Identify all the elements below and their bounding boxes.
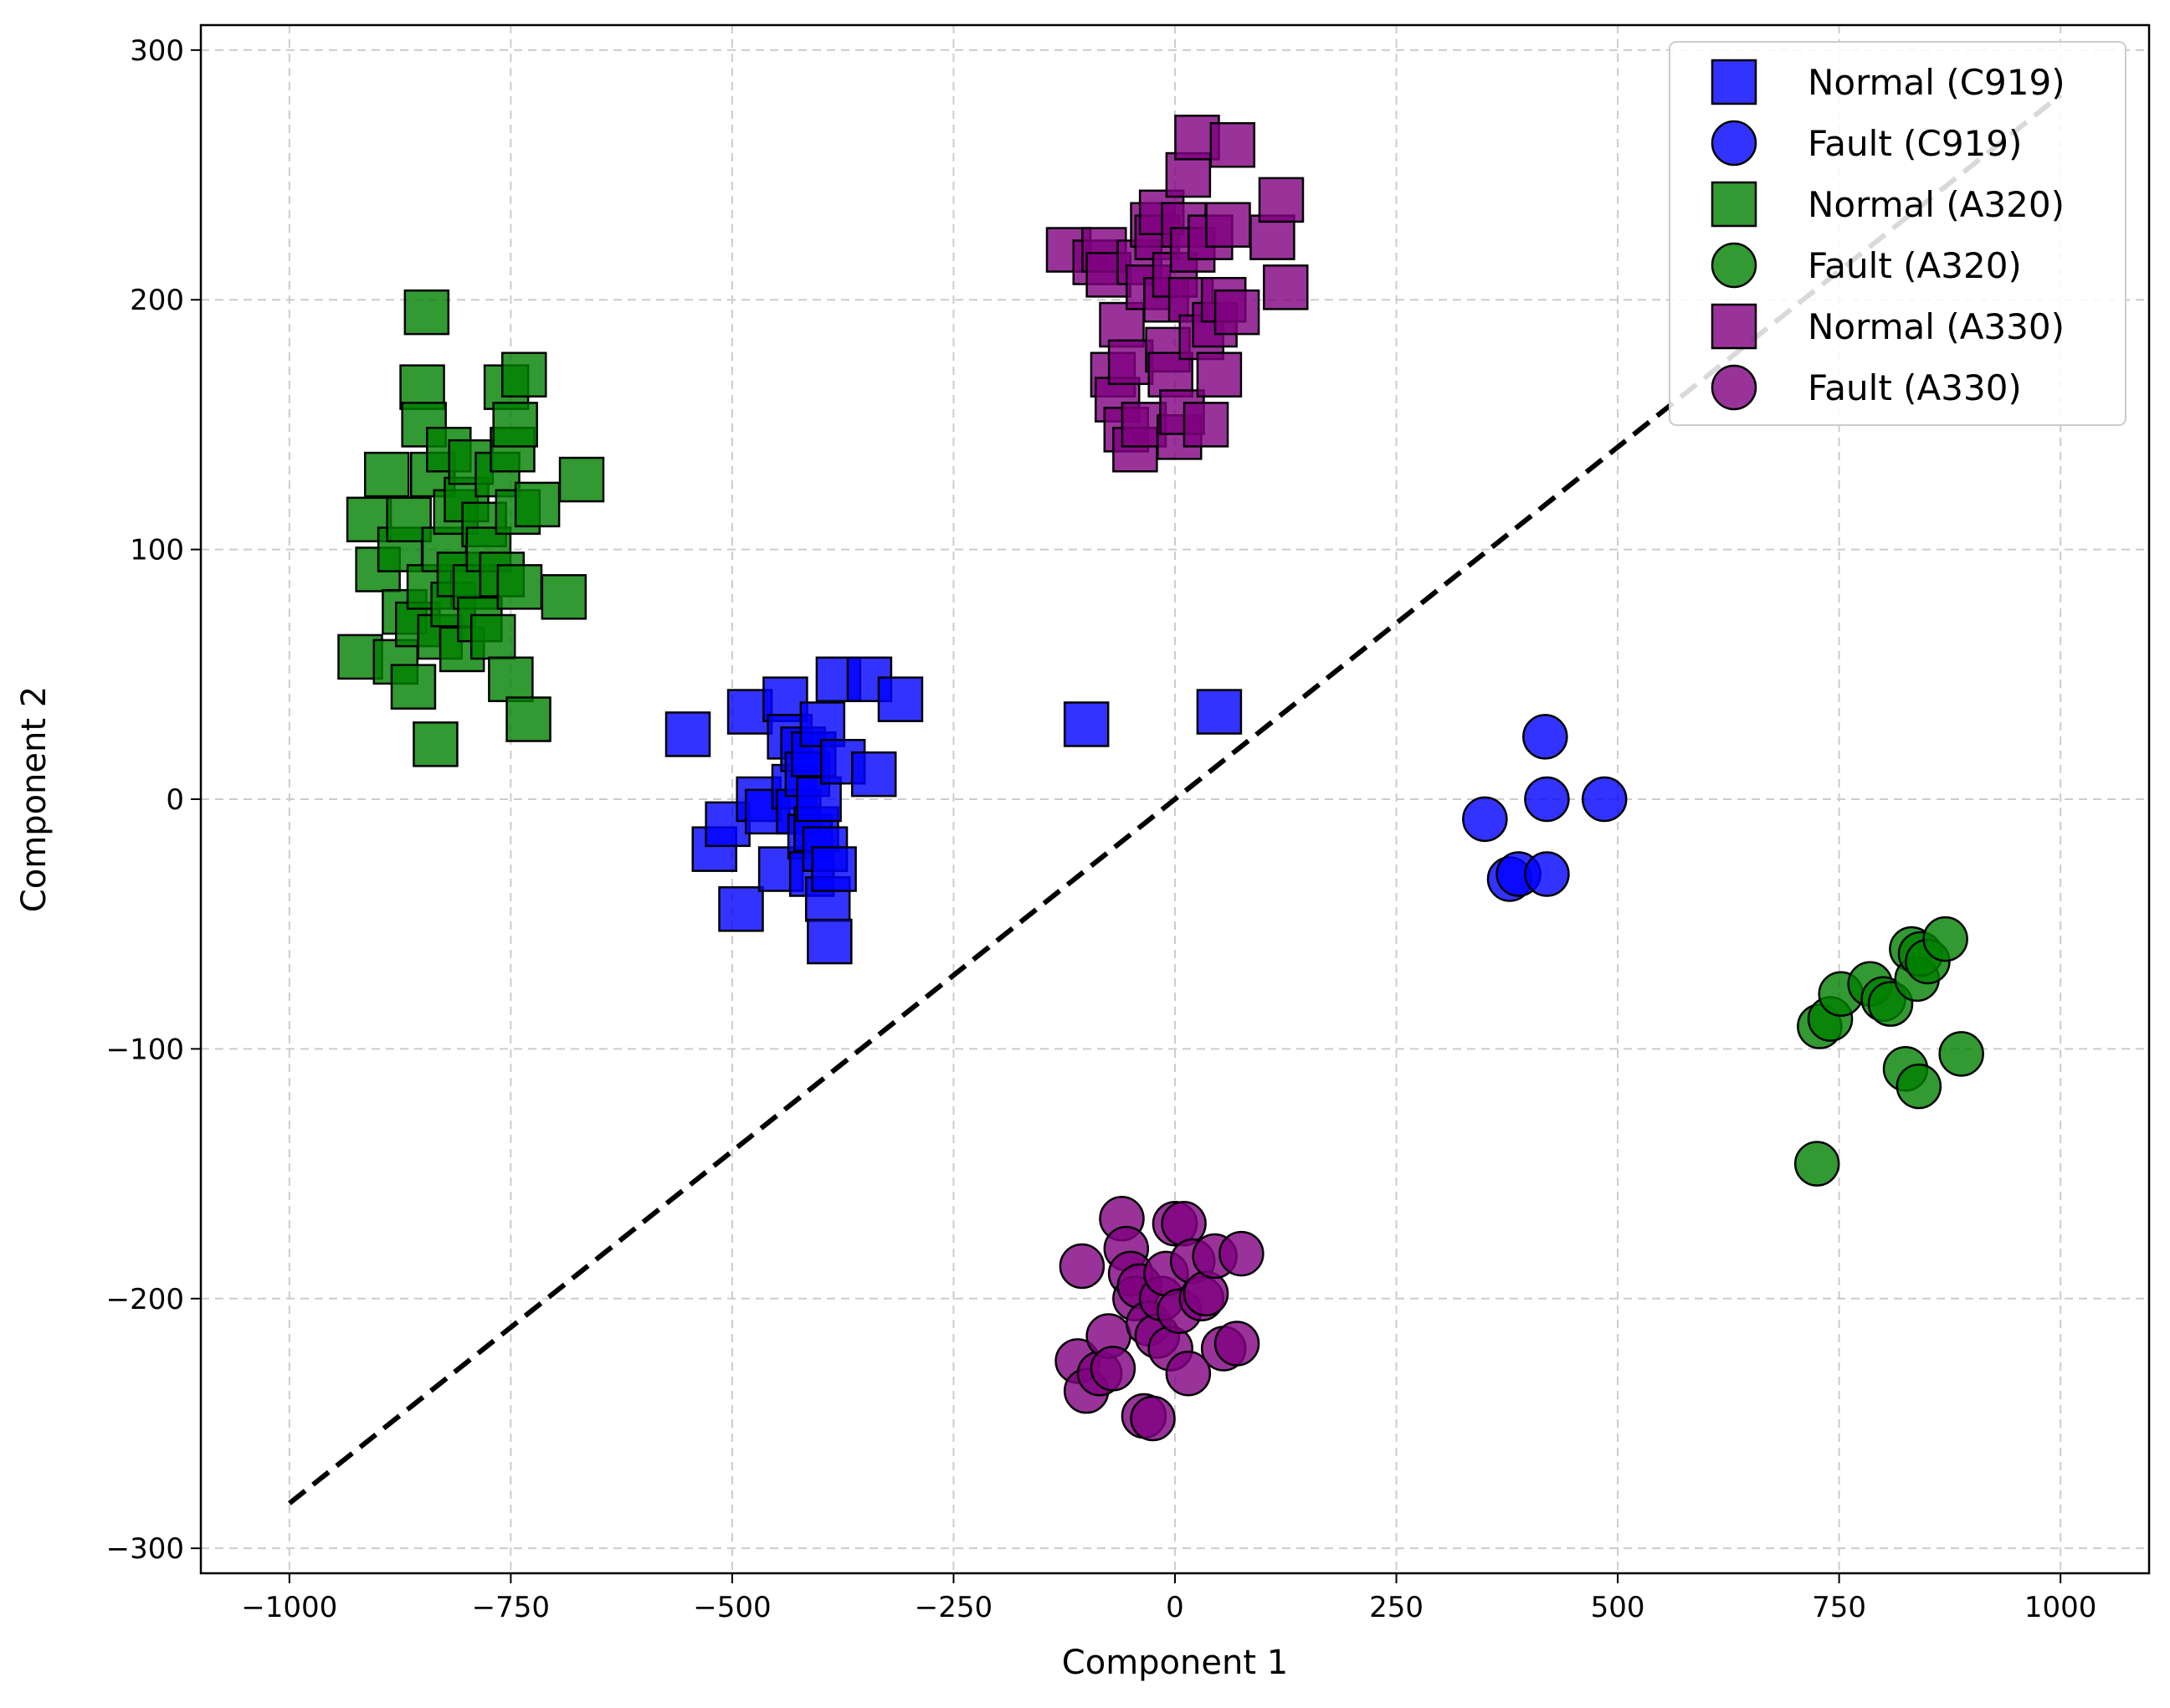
x-tick-label: −1000 xyxy=(241,1591,337,1624)
y-tick-label: 100 xyxy=(130,534,184,567)
normal-c919-point xyxy=(1063,701,1110,747)
normal-a320-point xyxy=(558,456,605,503)
normal-a330-point xyxy=(1205,202,1251,248)
y-tick-label: −100 xyxy=(106,1033,184,1066)
normal-a330-point xyxy=(1249,214,1295,260)
legend-label-normal-a330: Normal (A330) xyxy=(1808,306,2065,347)
normal-a320-point xyxy=(496,564,543,610)
normal-a330-point xyxy=(1196,351,1243,398)
y-tick-label: −300 xyxy=(106,1532,184,1566)
legend-marker-normal-a330 xyxy=(1711,303,1757,350)
x-tick-label: 250 xyxy=(1369,1591,1424,1624)
normal-a320-point xyxy=(492,402,538,448)
legend-marker-normal-c919 xyxy=(1711,59,1757,105)
normal-a320-point xyxy=(390,664,437,710)
fault-a330-point xyxy=(1165,1351,1212,1397)
data-points xyxy=(337,115,1984,1442)
x-tick-label: 500 xyxy=(1591,1591,1645,1624)
x-tick-label: −500 xyxy=(693,1591,771,1624)
normal-c919-point xyxy=(1196,689,1243,735)
fault-a330-point xyxy=(1218,1230,1265,1277)
normal-a330-point xyxy=(1209,121,1256,168)
y-axis-label: Component 2 xyxy=(15,686,54,912)
y-tick-label: 300 xyxy=(130,34,184,68)
fault-a320-point xyxy=(1922,916,1968,962)
y-tick-label: 0 xyxy=(166,783,184,817)
normal-a320-point xyxy=(403,289,450,336)
y-tick-label: −200 xyxy=(106,1283,184,1316)
normal-a320-point xyxy=(514,481,561,528)
normal-a330-point xyxy=(1263,264,1309,310)
legend-label-fault-a320: Fault (A320) xyxy=(1808,245,2022,286)
normal-c919-point xyxy=(850,751,897,798)
normal-c919-point xyxy=(796,776,842,823)
legend-label-normal-c919: Normal (C919) xyxy=(1808,62,2065,103)
normal-a320-point xyxy=(469,613,516,660)
legend-marker-normal-a320 xyxy=(1711,181,1757,228)
legend-label-fault-c919: Fault (C919) xyxy=(1808,123,2022,164)
fault-a330-point xyxy=(1182,1270,1229,1317)
fault-c919-point xyxy=(1524,851,1570,897)
normal-a320-point xyxy=(500,351,547,398)
y-axis-ticks: −300 −200 −100 0 100 200 300 xyxy=(106,34,201,1566)
legend-marker-fault-a320 xyxy=(1711,242,1757,289)
x-tick-label: 0 xyxy=(1166,1591,1184,1624)
x-axis-label: Component 1 xyxy=(1062,1644,1288,1682)
x-tick-label: −750 xyxy=(472,1591,550,1624)
fault-c919-point xyxy=(1581,776,1628,823)
x-tick-label: −250 xyxy=(915,1591,993,1624)
normal-a320-point xyxy=(541,574,587,620)
normal-a330-point xyxy=(1213,289,1260,336)
fault-a330-point xyxy=(1213,1321,1260,1367)
fault-a330-point xyxy=(1090,1346,1136,1392)
x-tick-label: 1000 xyxy=(2024,1591,2097,1624)
legend-box xyxy=(1669,41,2126,426)
normal-c919-point xyxy=(811,846,857,892)
x-tick-label: 750 xyxy=(1812,1591,1866,1624)
legend-marker-fault-c919 xyxy=(1711,120,1757,167)
normal-a330-point xyxy=(1182,402,1229,448)
normal-a320-point xyxy=(363,451,410,498)
normal-a320-point xyxy=(505,696,551,742)
fault-c919-point xyxy=(1522,714,1568,760)
fault-a320-point xyxy=(1896,1063,1942,1110)
fault-a330-point xyxy=(1161,1201,1207,1247)
normal-c919-point xyxy=(807,918,853,965)
legend-label-fault-a330: Fault (A330) xyxy=(1808,367,2022,408)
normal-c919-point xyxy=(718,886,764,932)
legend: Normal (C919) Fault (C919) Normal (A320) Fa… xyxy=(1669,41,2126,426)
normal-c919-point xyxy=(664,711,711,757)
fault-a320-point xyxy=(1938,1031,1984,1077)
normal-c919-point xyxy=(705,801,751,848)
legend-marker-fault-a330 xyxy=(1711,364,1757,411)
normal-a330-point xyxy=(1147,351,1193,398)
normal-a330-point xyxy=(1258,177,1305,223)
fault-a330-point xyxy=(1130,1395,1176,1442)
fault-a320-point xyxy=(1793,1141,1840,1187)
fault-c919-point xyxy=(1524,776,1570,823)
y-tick-label: 200 xyxy=(130,284,184,317)
normal-a330-point xyxy=(1165,151,1212,198)
normal-a320-point xyxy=(413,721,459,767)
legend-label-normal-a320: Normal (A320) xyxy=(1808,184,2065,225)
fault-a330-point xyxy=(1059,1243,1106,1290)
normal-a320-point xyxy=(488,656,534,703)
normal-c919-point xyxy=(877,676,924,722)
x-axis-ticks: −1000 −750 −500 −250 0 250 500 750 1000 xyxy=(241,1573,2096,1624)
fault-c919-point xyxy=(1462,796,1508,843)
